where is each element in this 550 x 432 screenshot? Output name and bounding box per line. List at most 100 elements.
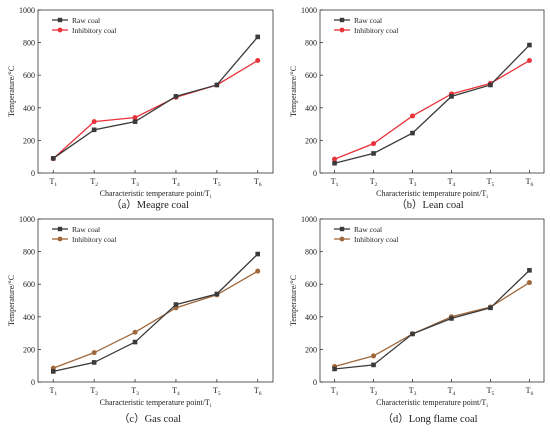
data-point [410, 113, 416, 119]
y-axis-label: Temperature/°C [289, 66, 298, 117]
y-tick-label: 1000 [301, 215, 317, 224]
data-point [371, 362, 376, 368]
plot-frame [37, 218, 274, 383]
data-point [526, 58, 532, 64]
legend-label: Inhibitory coal [72, 235, 116, 244]
y-tick-label: 200 [305, 345, 317, 354]
data-point [488, 305, 493, 311]
y-tick-label: 0 [31, 378, 35, 387]
y-tick-label: 600 [23, 280, 35, 289]
y-tick-label: 1000 [301, 6, 317, 15]
y-tick-label: 200 [23, 136, 35, 145]
x-tick-label: T2 [370, 177, 378, 188]
data-point [526, 280, 532, 286]
x-tick-label: T5 [213, 177, 221, 188]
panel-caption: （b）Lean coal [396, 199, 463, 211]
legend-marker [57, 226, 63, 232]
panel-caption: （d）Long flame coal [382, 413, 477, 425]
legend-label: Inhibitory coal [354, 26, 398, 35]
y-tick-label: 400 [305, 104, 317, 113]
data-point [50, 156, 56, 161]
legend-marker [339, 236, 345, 242]
plot-frame [37, 9, 274, 174]
legend-marker [339, 226, 345, 232]
legend-marker [57, 236, 63, 242]
chart-panel-4: 0 200 400 600 800 1000 T1 T2 T3 T4 T5 T6 Characteris… [289, 215, 545, 425]
data-point [214, 82, 220, 88]
y-tick-label: 1000 [19, 215, 35, 224]
data-point [255, 251, 261, 257]
x-axis-label: Characteristic temperature point/Ti [100, 189, 212, 200]
y-tick-label: 0 [31, 169, 35, 178]
data-point [371, 353, 377, 359]
data-point [371, 141, 377, 147]
plot-frame [319, 218, 545, 383]
x-tick-label: T2 [90, 386, 98, 397]
data-point [132, 339, 138, 345]
data-point [410, 130, 415, 136]
data-point [214, 291, 220, 297]
x-tick-label: T3 [409, 177, 417, 188]
data-point [410, 331, 415, 337]
x-tick-label: T1 [49, 177, 57, 188]
x-tick-label: T4 [448, 177, 456, 188]
x-tick-label: T3 [131, 177, 139, 188]
data-point [132, 119, 138, 124]
x-tick-label: T5 [487, 177, 495, 188]
data-point [91, 127, 97, 133]
chart-panel-1: 0 200 400 600 800 1000 T1 T2 T3 T4 T5 T6 Characteris… [7, 6, 274, 211]
x-tick-label: T4 [172, 177, 180, 188]
chart-panel-2: 0 200 400 600 800 1000 T1 T2 T3 T4 T5 T6 Characteris… [289, 6, 545, 211]
x-tick-label: T3 [131, 386, 139, 397]
panel-caption: （a）Meagre coal [111, 199, 189, 211]
y-tick-label: 800 [23, 248, 35, 257]
series-line [334, 282, 530, 368]
legend-marker [339, 17, 345, 23]
data-point [527, 42, 532, 48]
x-tick-label: T2 [370, 386, 378, 397]
data-point [50, 369, 56, 374]
legend-label: Raw coal [72, 16, 100, 25]
x-tick-label: T6 [254, 386, 262, 397]
x-tick-label: T1 [331, 177, 339, 188]
x-axis-label: Characteristic temperature point/Ti [376, 398, 488, 409]
y-tick-label: 1000 [19, 6, 35, 15]
legend-label: Raw coal [354, 225, 382, 234]
data-point [132, 329, 138, 335]
x-tick-label: T5 [487, 386, 495, 397]
legend-label: Raw coal [354, 16, 382, 25]
x-tick-label: T6 [526, 386, 534, 397]
data-point [332, 160, 337, 166]
y-tick-label: 400 [23, 104, 35, 113]
data-point [371, 151, 376, 156]
y-tick-label: 0 [313, 378, 317, 387]
data-point [173, 302, 179, 307]
data-point [91, 119, 97, 125]
x-axis-label: Characteristic temperature point/Ti [100, 398, 212, 409]
y-tick-label: 400 [305, 313, 317, 322]
legend-marker [57, 27, 63, 33]
x-tick-label: T5 [213, 386, 221, 397]
y-tick-label: 200 [305, 136, 317, 145]
data-point [132, 115, 138, 121]
x-tick-label: T3 [409, 386, 417, 397]
data-point [332, 366, 337, 372]
data-point [91, 350, 97, 356]
data-point [488, 82, 493, 88]
y-axis-label: Temperature/°C [289, 275, 298, 326]
y-axis-label: Temperature/°C [7, 275, 16, 326]
series-line [334, 44, 530, 164]
series-line [53, 270, 259, 369]
data-point [255, 34, 261, 40]
y-tick-label: 400 [23, 313, 35, 322]
data-point [173, 94, 179, 99]
series-line [52, 36, 259, 159]
chart-panel-3: 0 200 400 600 800 1000 T1 T2 T3 T4 T5 T6 Characteris… [7, 215, 274, 425]
y-tick-label: 800 [23, 39, 35, 48]
series-line [53, 253, 259, 373]
x-tick-label: T4 [172, 386, 180, 397]
plot-frame [319, 9, 545, 174]
x-tick-label: T2 [90, 177, 98, 188]
x-tick-label: T1 [49, 386, 57, 397]
